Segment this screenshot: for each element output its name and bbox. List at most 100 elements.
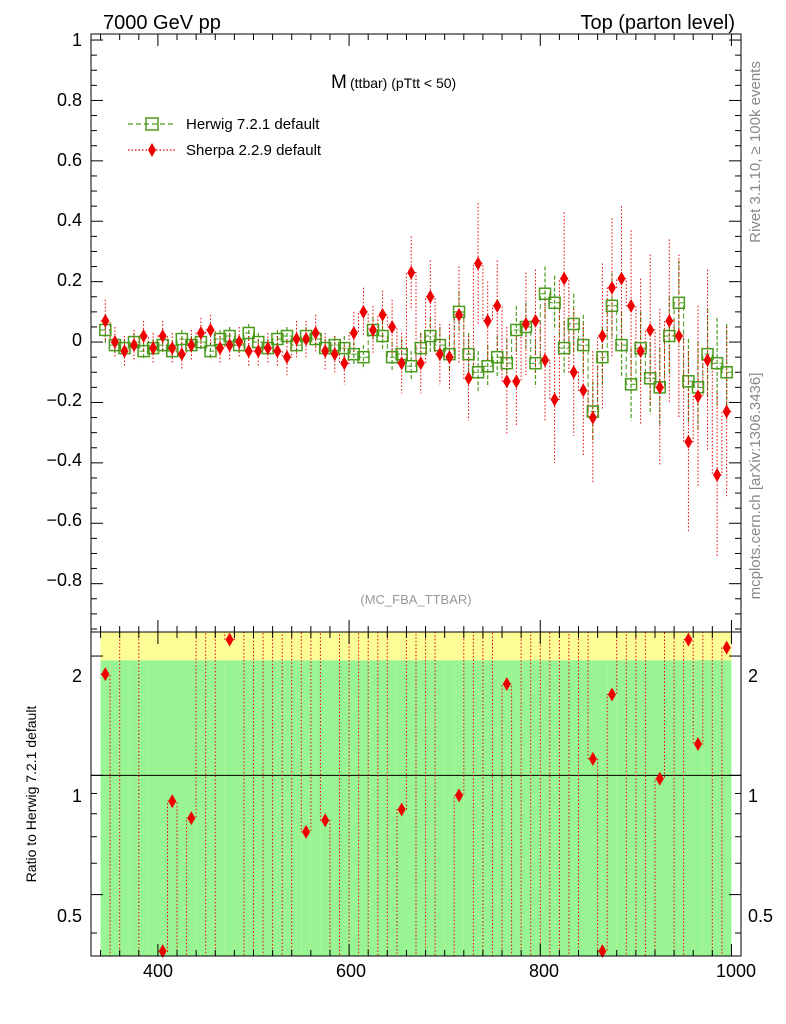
ratio-band-1sigma xyxy=(616,660,627,956)
sherpa-point xyxy=(636,344,645,359)
ratio-band-1sigma xyxy=(588,660,598,956)
herwig-point xyxy=(347,347,361,361)
y-tick-label: 0.2 xyxy=(57,270,82,290)
sherpa-point xyxy=(149,341,158,356)
herwig-point xyxy=(672,296,686,310)
sherpa-ratio-point xyxy=(168,794,177,809)
ratio-band-1sigma xyxy=(425,660,436,956)
ratio-band-1sigma xyxy=(654,660,665,956)
sherpa-point xyxy=(455,307,464,322)
sherpa-point xyxy=(282,350,291,365)
herwig-point xyxy=(510,323,523,337)
header-left: 7000 GeV pp xyxy=(103,12,221,34)
ratio-band-1sigma xyxy=(502,660,512,956)
herwig-point xyxy=(557,341,571,355)
ratio-band-1sigma xyxy=(148,660,158,956)
sherpa-point xyxy=(206,322,215,337)
mcplots-label: mcplots.cern.ch [arXiv:1306.3436] xyxy=(747,373,764,600)
herwig-point xyxy=(500,356,514,370)
herwig-point xyxy=(567,317,580,331)
sherpa-point xyxy=(674,329,683,344)
ratio-tick-label-right: 0.5 xyxy=(748,906,773,926)
sherpa-point xyxy=(330,347,339,362)
sherpa-ratio-point xyxy=(225,632,234,647)
sherpa-point xyxy=(397,356,406,371)
y-tick-labels: −0.8 −0.6 −0.4 −0.2 0 0.2 0.4 0.6 0.8 1 xyxy=(46,30,82,590)
sherpa-ratio-point xyxy=(607,687,616,702)
ratio-band-1sigma xyxy=(702,660,713,956)
herwig-point xyxy=(481,359,494,373)
sherpa-ratio-point xyxy=(455,788,464,803)
sherpa-point xyxy=(512,374,521,389)
sherpa-point xyxy=(464,371,473,386)
sherpa-point xyxy=(646,322,655,337)
ratio-band-1sigma xyxy=(645,660,655,956)
sherpa-ratio-point xyxy=(693,736,702,751)
sherpa-point xyxy=(483,313,492,328)
ratio-band-1sigma xyxy=(349,660,359,956)
ratio-band-1sigma xyxy=(186,660,197,956)
sherpa-ratio-point xyxy=(321,813,330,828)
herwig-point xyxy=(424,329,437,343)
sherpa-ratio-point xyxy=(397,802,406,817)
ratio-band-1sigma xyxy=(100,660,111,956)
herwig-point xyxy=(720,366,733,379)
y-tick-label: 0.6 xyxy=(57,150,82,170)
y-tick-label: −0.2 xyxy=(46,390,82,410)
ratio-tick-label: 0.5 xyxy=(57,906,82,926)
chart-title-main: M xyxy=(331,72,347,93)
legend-herwig-marker xyxy=(128,117,176,131)
herwig-point xyxy=(462,347,475,361)
ratio-band-1sigma xyxy=(301,660,311,956)
ratio-band-1sigma xyxy=(530,660,541,956)
legend-sherpa-marker xyxy=(128,143,176,157)
sherpa-point xyxy=(130,338,139,353)
sherpa-point xyxy=(263,341,272,356)
ratio-tick-labels-left: 0.5 1 2 xyxy=(57,666,82,926)
ratio-band-1sigma xyxy=(339,660,350,956)
sherpa-point xyxy=(388,319,397,334)
herwig-point xyxy=(204,344,217,358)
herwig-point xyxy=(577,338,590,352)
ratio-band-1sigma xyxy=(549,660,560,956)
sherpa-point xyxy=(627,298,636,313)
sherpa-point xyxy=(407,265,416,280)
herwig-point xyxy=(376,329,389,343)
ratio-band-1sigma xyxy=(110,660,120,956)
y-tick-label: 0 xyxy=(72,330,82,350)
ratio-band-1sigma xyxy=(234,660,244,956)
sherpa-point xyxy=(101,313,110,328)
sherpa-point xyxy=(569,365,578,380)
ratio-band-1sigma xyxy=(482,660,493,956)
sherpa-point xyxy=(349,326,358,340)
ratio-band-1sigma xyxy=(607,660,617,956)
ratio-band-1sigma xyxy=(119,660,130,956)
herwig-point xyxy=(615,338,628,352)
sherpa-ratio-point xyxy=(588,751,597,766)
sherpa-point xyxy=(560,271,569,286)
ratio-band-1sigma xyxy=(320,660,330,956)
ratio-band-1sigma xyxy=(224,660,235,956)
ratio-band-1sigma xyxy=(215,660,225,956)
ratio-band-1sigma xyxy=(540,660,550,956)
axis-ticks xyxy=(91,34,741,956)
x-tick-labels: 400 600 800 1000 xyxy=(143,961,756,981)
sherpa-point xyxy=(416,356,425,371)
ratio-band-1sigma xyxy=(243,660,254,956)
ratio-band-1sigma xyxy=(492,660,503,956)
ratio-band-1sigma xyxy=(157,660,168,956)
sherpa-point xyxy=(579,383,588,398)
sherpa-point xyxy=(655,380,664,395)
ratio-band-1sigma xyxy=(435,660,445,956)
ratio-band-1sigma xyxy=(406,660,416,956)
sherpa-point xyxy=(225,338,234,353)
y-tick-label: 1 xyxy=(72,30,82,50)
sherpa-point xyxy=(665,313,674,328)
sherpa-point xyxy=(541,353,550,368)
ratio-band-1sigma xyxy=(674,660,684,956)
sherpa-point xyxy=(244,344,253,359)
sherpa-point xyxy=(426,289,435,304)
ratio-band-1sigma xyxy=(196,660,206,956)
sherpa-point xyxy=(693,389,702,404)
ratio-band-1sigma xyxy=(568,660,579,956)
